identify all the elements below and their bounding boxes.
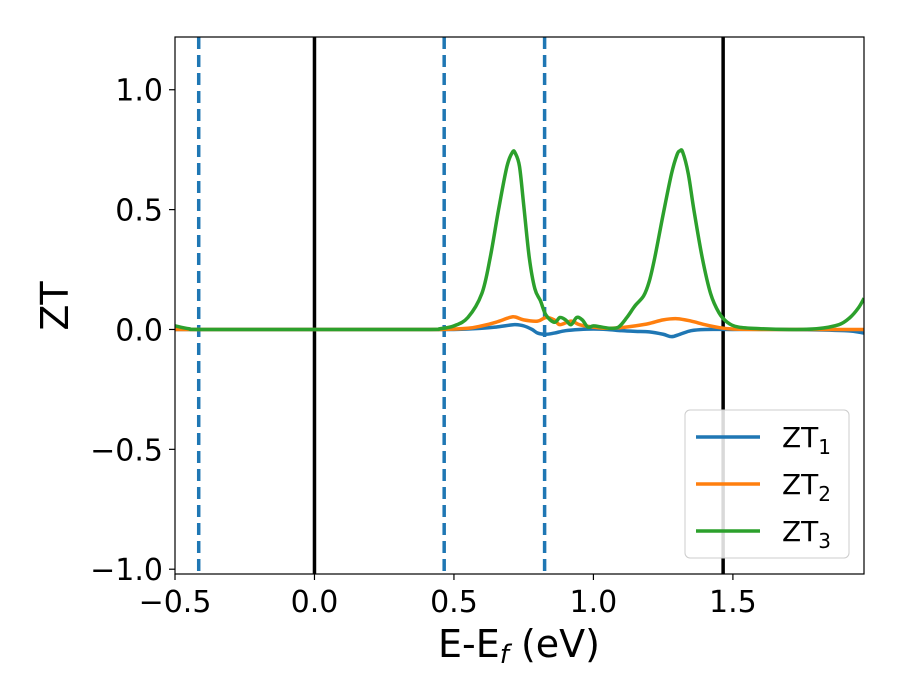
legend-label-zt3: ZT3 [782,515,831,553]
x-axis: −0.5 0.0 0.5 1.0 1.5 [139,574,757,620]
x-axis-label-unit: (eV) [509,622,600,666]
x-axis-label: E-Ef (eV) [438,622,600,670]
legend: ZT1 ZT2 ZT3 [684,409,850,559]
legend-label-zt1: ZT1 [782,421,831,459]
legend-label-zt2: ZT2 [782,468,831,506]
series-line-zt1 [175,322,864,339]
series-line-zt3 [175,148,864,332]
y-axis: −1.0 −0.5 0.0 0.5 1.0 [90,74,175,588]
plot-frame [174,36,865,575]
x-tick-label: −0.5 [139,585,212,620]
y-tick-label: −1.0 [90,553,163,588]
y-tick-label: 0.0 [115,313,163,348]
series-layer [175,148,864,339]
y-tick-label: 0.5 [115,194,163,229]
x-tick-label: 0.5 [430,585,478,620]
legend-box [684,409,850,559]
x-tick-label: 1.5 [709,585,757,620]
y-tick-label: −0.5 [90,433,163,468]
x-tick-label: 1.0 [570,585,618,620]
reference-lines [196,37,725,574]
y-axis-label: ZT [33,281,77,331]
x-tick-label: 0.0 [291,585,339,620]
x-axis-label-main: E-E [438,622,500,666]
y-tick-label: 1.0 [115,74,163,109]
